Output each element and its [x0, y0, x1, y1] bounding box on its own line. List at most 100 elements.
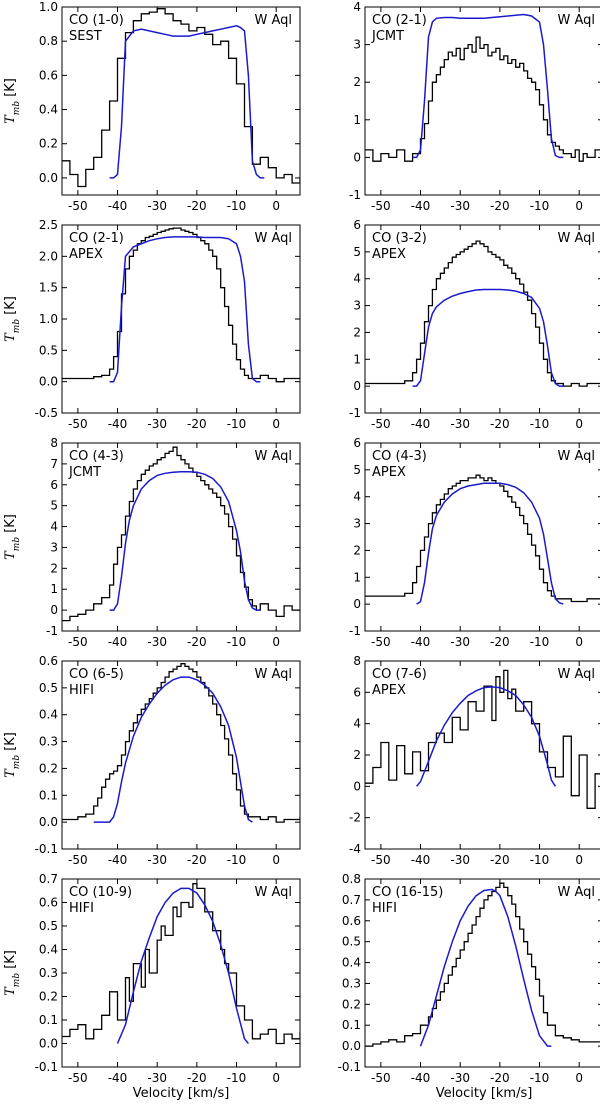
panel-title-transition: CO (4-3) [69, 449, 124, 464]
y-tick-label: 0.1 [342, 1018, 361, 1032]
series-observed-line [365, 474, 600, 603]
series-observed-line [365, 240, 600, 387]
series-model-line [116, 887, 249, 1044]
series-observed-line [62, 663, 300, 823]
x-tick-label: -30 [450, 417, 470, 431]
y-tick-label: 0.2 [39, 137, 58, 151]
x-tick-label: -50 [68, 1071, 88, 1085]
y-tick-label: -0.1 [35, 842, 58, 856]
panel-7: -50 -40 -30 -20 -10 0 -0.1 0.0 0.1 0.2 0.3 0.4 0.5 0.… [3, 654, 301, 867]
series-model-line [416, 686, 557, 787]
y-tick-label: -0.5 [35, 406, 58, 420]
y-tick-label: 0.5 [39, 343, 58, 357]
panel-source-name: W Aql [557, 885, 595, 900]
y-tick-label: 0.7 [39, 872, 58, 886]
x-tick-label: -40 [411, 1071, 431, 1085]
panel-title-transition: CO (1-0) [69, 13, 124, 28]
y-tick-label: 0.6 [342, 914, 361, 928]
y-tick-label: 4 [50, 520, 58, 534]
x-tick-label: 0 [272, 199, 280, 213]
y-tick-label: 0.0 [342, 1039, 361, 1053]
y-tick-label: 0.4 [39, 943, 58, 957]
series-model-line [412, 13, 564, 159]
x-tick-label: -50 [68, 635, 88, 649]
plot-frame [364, 878, 600, 1068]
x-tick-label: -50 [371, 1071, 391, 1085]
x-tick-label: -30 [147, 1071, 167, 1085]
x-tick-label: -20 [490, 199, 510, 213]
panel-1: -50 -40 -30 -20 -10 0 0.0 0.2 0.4 0.6 0.8 1.0 CO (1-… [3, 0, 301, 213]
x-tick-label: -10 [227, 1071, 247, 1085]
y-tick-label: 6 [353, 685, 361, 699]
x-axis-label: Velocity [km/s] [436, 1086, 533, 1101]
panel-title-transition: CO (3-2) [372, 231, 427, 246]
x-tick-label: -20 [490, 853, 510, 867]
y-tick-label: 3 [353, 38, 361, 52]
x-tick-label: -30 [450, 1071, 470, 1085]
series-model-line [109, 471, 261, 611]
y-tick-label: 4 [353, 490, 361, 504]
y-tick-label: 0.4 [39, 103, 58, 117]
y-tick-label: 0.6 [39, 68, 58, 82]
x-tick-label: -10 [227, 635, 247, 649]
panel-source-name: W Aql [557, 13, 595, 28]
panel-source-name: W Aql [557, 449, 595, 464]
panel-title-transition: CO (10-9) [69, 885, 132, 900]
panel-title-transition: CO (4-3) [372, 449, 427, 464]
x-tick-label: 0 [575, 199, 583, 213]
x-tick-label: 0 [272, 635, 280, 649]
panel-title-transition: CO (2-1) [372, 13, 427, 28]
x-tick-label: -30 [450, 635, 470, 649]
plot-frame [61, 6, 301, 196]
y-tick-label: 0.2 [39, 990, 58, 1004]
x-tick-label: -50 [371, 417, 391, 431]
y-axis-label: Tmb [K] [3, 732, 22, 778]
y-tick-label: 0.8 [342, 872, 361, 886]
series-observed-line [365, 669, 600, 809]
y-tick-label: 0.4 [342, 956, 361, 970]
x-tick-label: -20 [490, 635, 510, 649]
x-tick-label: 0 [575, 417, 583, 431]
x-tick-label: -30 [450, 853, 470, 867]
y-tick-label: -4 [349, 842, 361, 856]
y-tick-label: -1 [349, 406, 361, 420]
y-tick-label: 1 [353, 113, 361, 127]
y-tick-label: 3 [353, 299, 361, 313]
panel-title-telescope: HIFI [372, 901, 397, 916]
y-tick-label: -1 [349, 188, 361, 202]
series-model-line [109, 236, 261, 383]
x-tick-label: -30 [147, 199, 167, 213]
x-tick-label: -40 [411, 199, 431, 213]
y-tick-label: 0.8 [39, 34, 58, 48]
x-tick-label: -30 [147, 635, 167, 649]
y-tick-label: 0.3 [342, 976, 361, 990]
y-tick-label: 0.0 [39, 171, 58, 185]
y-tick-label: -0.1 [35, 1060, 58, 1074]
y-tick-label: 7 [50, 457, 58, 471]
y-tick-label: 3 [353, 517, 361, 531]
y-tick-label: 0.3 [39, 735, 58, 749]
y-tick-label: 1 [353, 352, 361, 366]
x-tick-label: 0 [575, 635, 583, 649]
x-tick-label: -40 [411, 635, 431, 649]
series-observed-line [62, 8, 300, 188]
panel-source-name: W Aql [557, 667, 595, 682]
y-tick-label: -1 [46, 624, 58, 638]
x-tick-label: -20 [187, 635, 207, 649]
panel-title-transition: CO (6-5) [69, 667, 124, 682]
y-tick-label: 1.5 [39, 281, 58, 295]
y-tick-label: 2 [353, 543, 361, 557]
panel-title-transition: CO (7-6) [372, 667, 427, 682]
y-tick-label: 2 [353, 325, 361, 339]
y-tick-label: -0.1 [338, 1060, 361, 1074]
x-tick-label: -40 [411, 417, 431, 431]
plot-frame [61, 660, 301, 850]
panel-source-name: W Aql [557, 231, 595, 246]
panel-title-telescope: SEST [69, 29, 102, 44]
x-tick-label: -50 [371, 199, 391, 213]
x-tick-label: -10 [227, 199, 247, 213]
panel-title-telescope: HIFI [69, 683, 94, 698]
